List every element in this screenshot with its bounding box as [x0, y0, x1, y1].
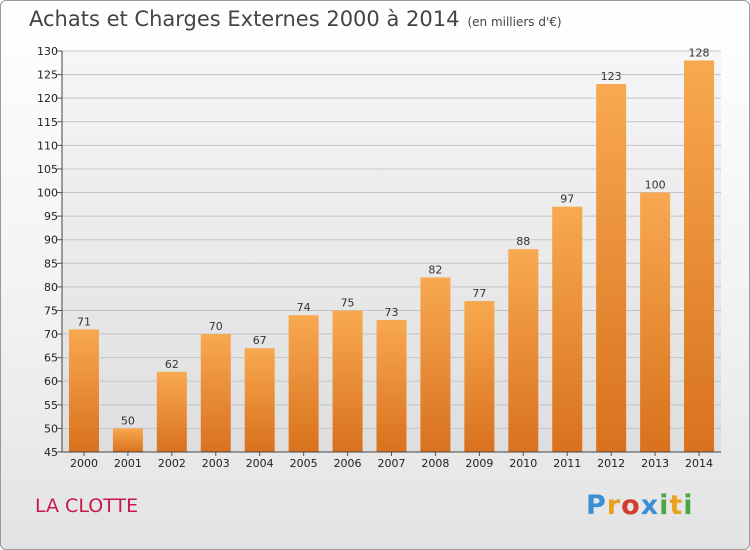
y-tick-label: 70	[44, 328, 58, 341]
data-label: 128	[689, 46, 710, 59]
y-tick-label: 60	[44, 375, 58, 388]
y-tick-label: 55	[44, 399, 58, 412]
data-label: 73	[385, 306, 399, 319]
y-tick-label: 90	[44, 234, 58, 247]
data-label: 74	[297, 301, 311, 314]
data-label: 82	[428, 263, 442, 276]
data-label: 71	[77, 315, 91, 328]
data-label: 67	[253, 334, 267, 347]
proxiti-logo[interactable]: Proxiti	[586, 490, 694, 521]
place-name: LA CLOTTE	[35, 495, 139, 517]
y-tick-label: 65	[44, 352, 58, 365]
data-label: 123	[601, 70, 622, 83]
logo-letter: P	[586, 490, 607, 521]
y-tick-label: 95	[44, 210, 58, 223]
y-tick-label: 115	[37, 116, 58, 129]
bar	[464, 301, 495, 452]
y-tick-label: 120	[37, 92, 58, 105]
data-label: 97	[560, 193, 574, 206]
data-label: 77	[472, 287, 486, 300]
x-tick-label: 2000	[70, 457, 98, 470]
y-tick-label: 130	[37, 45, 58, 58]
bar	[112, 428, 143, 452]
x-tick-label: 2005	[290, 457, 318, 470]
x-tick-label: 2008	[421, 457, 449, 470]
chart-title: Achats et Charges Externes 2000 à 2014 (e…	[29, 7, 562, 31]
bar	[596, 84, 627, 452]
x-tick-label: 2007	[378, 457, 406, 470]
x-tick-label: 2013	[641, 457, 669, 470]
x-tick-label: 2006	[334, 457, 362, 470]
bar	[376, 319, 407, 452]
y-tick-label: 105	[37, 163, 58, 176]
logo-letter: x	[640, 490, 660, 521]
data-label: 62	[165, 358, 179, 371]
x-tick-label: 2004	[246, 457, 274, 470]
chart-subtitle: (en milliers d'€)	[467, 15, 562, 29]
bar	[244, 348, 275, 452]
bar	[684, 60, 715, 452]
data-label: 70	[209, 320, 223, 333]
logo-letter: o	[621, 490, 641, 521]
logo-letter: r	[606, 490, 622, 521]
data-label: 50	[121, 414, 135, 427]
bar	[640, 192, 671, 452]
bar	[68, 329, 99, 452]
data-label: 75	[341, 296, 355, 309]
x-tick-label: 2014	[685, 457, 713, 470]
y-tick-label: 100	[37, 187, 58, 200]
y-tick-label: 80	[44, 281, 58, 294]
bar	[200, 334, 231, 452]
chart-title-text: Achats et Charges Externes 2000 à 2014	[29, 7, 460, 31]
y-tick-label: 50	[44, 422, 58, 435]
logo-letter: t	[669, 490, 684, 521]
bar	[508, 249, 539, 452]
y-tick-label: 45	[44, 446, 58, 459]
data-label: 100	[645, 179, 666, 192]
bar	[552, 206, 583, 452]
x-tick-label: 2001	[114, 457, 142, 470]
bar	[332, 310, 363, 452]
x-tick-label: 2011	[553, 457, 581, 470]
data-label: 88	[516, 235, 530, 248]
bar	[156, 371, 187, 452]
x-tick-label: 2012	[597, 457, 625, 470]
bar	[420, 277, 451, 452]
x-tick-label: 2003	[202, 457, 230, 470]
y-tick-label: 125	[37, 69, 58, 82]
logo-letter: i	[683, 490, 694, 521]
y-tick-label: 85	[44, 257, 58, 270]
x-tick-label: 2002	[158, 457, 186, 470]
y-tick-label: 75	[44, 304, 58, 317]
bar	[288, 315, 319, 452]
logo-letter: i	[659, 490, 670, 521]
x-tick-label: 2010	[509, 457, 537, 470]
x-tick-label: 2009	[465, 457, 493, 470]
y-tick-label: 110	[37, 139, 58, 152]
